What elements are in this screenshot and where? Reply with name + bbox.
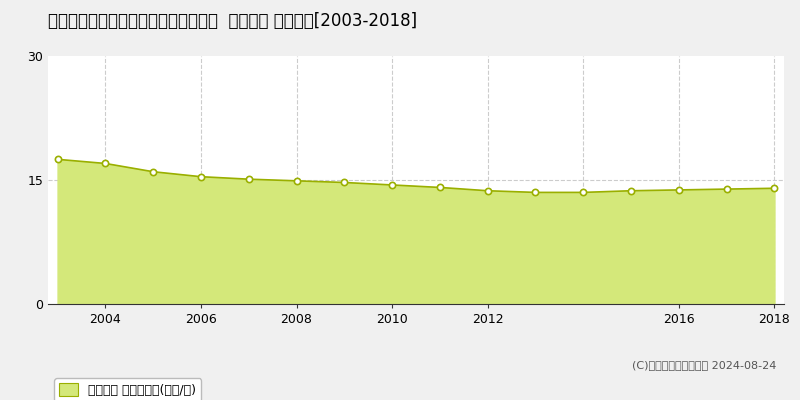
Text: 福島県郡山市昭和１丁目１４５番３外  地価公示 地価推移[2003-2018]: 福島県郡山市昭和１丁目１４５番３外 地価公示 地価推移[2003-2018] <box>48 12 417 30</box>
Legend: 地価公示 平均坪単価(万円/坪): 地価公示 平均坪単価(万円/坪) <box>54 378 201 400</box>
Text: (C)土地価格ドットコム 2024-08-24: (C)土地価格ドットコム 2024-08-24 <box>632 360 776 370</box>
